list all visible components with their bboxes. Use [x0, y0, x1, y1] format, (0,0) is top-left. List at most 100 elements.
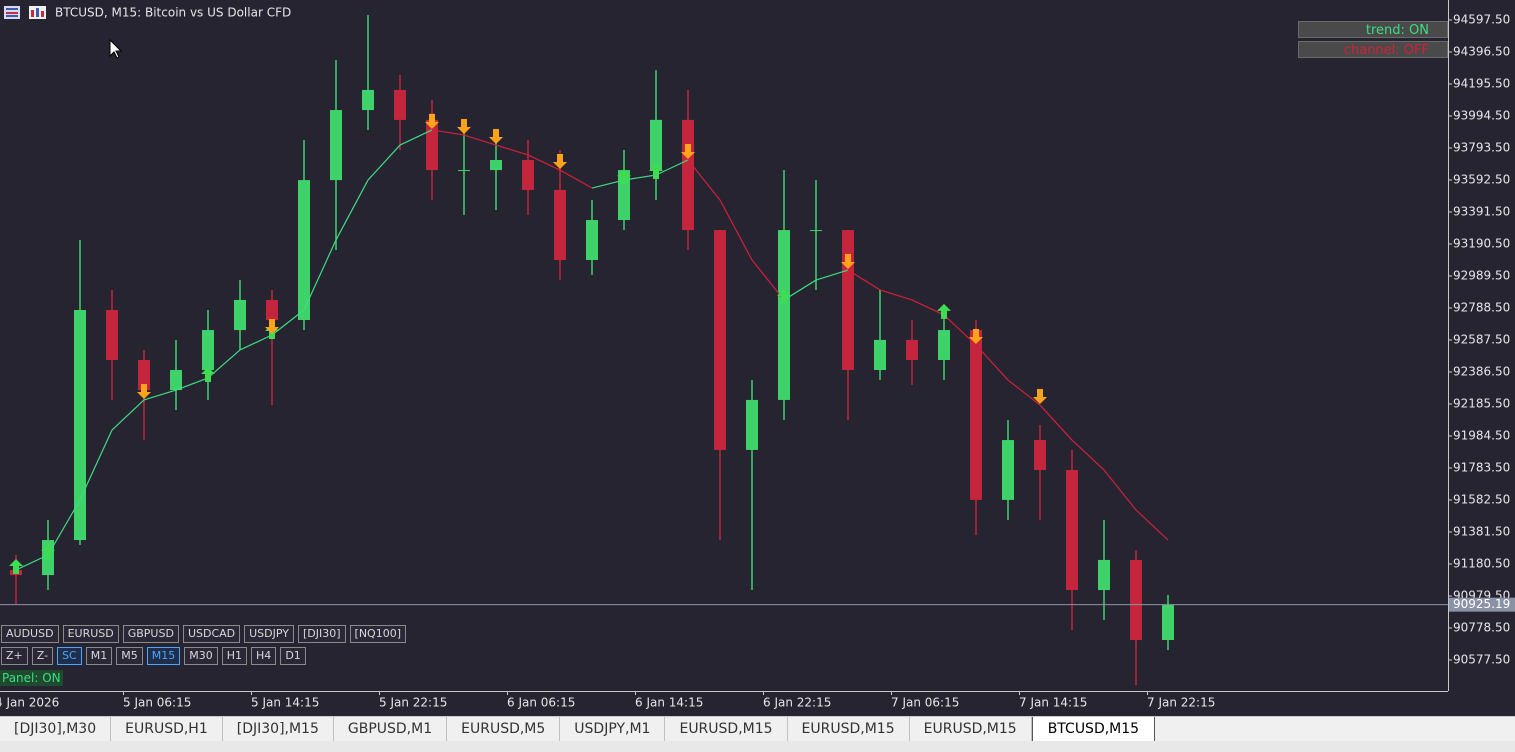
candle-body: [522, 160, 534, 190]
timeframe-button[interactable]: Z-: [31, 647, 54, 665]
timeframe-button[interactable]: SC: [57, 647, 82, 665]
ma-segment: [783, 279, 817, 301]
chart-tab[interactable]: EURUSD,M5: [447, 717, 561, 742]
candle-body: [426, 119, 438, 171]
symbol-button[interactable]: GBPUSD: [122, 625, 179, 643]
y-tick-label: 91984.50: [1453, 429, 1510, 443]
sell-arrow: [969, 329, 983, 345]
chart-tab[interactable]: EURUSD,H1: [111, 717, 223, 742]
ma-segment: [911, 299, 945, 316]
y-tick-label: 93190.50: [1453, 236, 1510, 250]
y-tick-label: 93994.50: [1453, 108, 1510, 122]
panel-toggle[interactable]: Panel: ON: [0, 670, 63, 686]
mouse-cursor: [109, 38, 123, 59]
candle-body: [586, 220, 598, 260]
ma-segment: [431, 129, 465, 136]
price-tag-bg: [1449, 597, 1515, 612]
channel-status[interactable]: channel: OFF: [1298, 41, 1448, 58]
timeframe-button[interactable]: M1: [85, 647, 113, 665]
ma-segment: [15, 554, 49, 571]
candle-body: [778, 230, 790, 400]
candle-body: [138, 359, 150, 391]
candle-body: [330, 110, 342, 181]
candle-body: [650, 119, 662, 171]
chart-tab[interactable]: USDJPY,M1: [560, 717, 666, 742]
symbol-button[interactable]: AUDUSD: [1, 625, 59, 643]
candle-body: [170, 370, 182, 391]
y-tick-label: 94597.50: [1453, 12, 1510, 26]
candle-body: [1162, 604, 1174, 641]
y-tick-label: 91381.50: [1453, 525, 1510, 539]
y-tick-label: 93793.50: [1453, 140, 1510, 154]
sell-arrow: [137, 383, 151, 399]
chart-tab[interactable]: EURUSD,M15: [665, 717, 788, 742]
ma-segment: [527, 154, 561, 171]
y-tick-label: 92587.50: [1453, 332, 1510, 346]
symbol-button[interactable]: USDJPY: [244, 625, 294, 643]
buy-arrow: [41, 544, 55, 560]
ma-segment: [655, 159, 689, 176]
indicator-panel: trend: ON channel: OFF: [1298, 21, 1448, 61]
y-tick-label: 91783.50: [1453, 461, 1510, 475]
candle-body: [1066, 469, 1078, 591]
trend-status[interactable]: trend: ON: [1298, 21, 1448, 38]
candle-body: [1034, 440, 1046, 470]
sell-arrow: [841, 254, 855, 270]
y-tick-label: 92185.50: [1453, 397, 1510, 411]
menu-icon[interactable]: [4, 6, 20, 19]
buy-arrow: [617, 169, 631, 185]
buy-arrow: [937, 303, 951, 319]
y-tick-label: 91180.50: [1453, 557, 1510, 571]
x-tick-label: 7 Jan 14:15: [1019, 696, 1087, 710]
y-tick-label: 92788.50: [1453, 300, 1510, 314]
chart-icon[interactable]: [29, 6, 46, 19]
timeframe-button[interactable]: D1: [280, 647, 306, 665]
chart-tab[interactable]: EURUSD,M15: [910, 717, 1032, 742]
chart-title: BTCUSD, M15: Bitcoin vs US Dollar CFD: [55, 6, 291, 20]
buy-arrow: [777, 288, 791, 304]
sell-arrow: [1033, 389, 1047, 405]
ma-segment: [463, 134, 497, 146]
candle-body: [202, 330, 214, 371]
chart-tab[interactable]: EURUSD,M15: [788, 717, 910, 742]
ma-segment: [623, 174, 657, 181]
x-tick-label: 4 Jan 2026: [0, 696, 59, 710]
y-tick-label: 93592.50: [1453, 172, 1510, 186]
ma-segment: [687, 159, 721, 201]
candle-body: [714, 230, 726, 450]
sell-arrow: [489, 129, 503, 145]
chart-tab[interactable]: GBPUSD,M1: [334, 717, 448, 742]
status-strip: [0, 741, 1515, 752]
symbol-button[interactable]: [NQ100]: [349, 625, 406, 643]
symbol-button[interactable]: USDCAD: [182, 625, 241, 643]
chart-tab[interactable]: BTCUSD,M15: [1031, 717, 1156, 742]
candle-body: [458, 170, 470, 172]
candle-body: [874, 339, 886, 371]
candle-body: [298, 180, 310, 321]
timeframe-button[interactable]: M5: [116, 647, 143, 665]
chart: BTCUSD, M15: Bitcoin vs US Dollar CFD 94…: [0, 0, 1515, 710]
candle-body: [1098, 559, 1110, 591]
timeframe-button[interactable]: M15: [146, 647, 181, 665]
timeframe-button[interactable]: H1: [221, 647, 248, 665]
chart-tab[interactable]: [DJI30],M15: [223, 717, 334, 742]
timeframe-button[interactable]: M30: [184, 647, 218, 665]
timeframe-button[interactable]: H4: [251, 647, 277, 665]
candle-body: [810, 230, 822, 232]
candle-body: [74, 309, 86, 541]
candle-body: [842, 230, 854, 371]
symbol-button[interactable]: [DJI30]: [297, 625, 346, 643]
timeframe-buttons: Z+ Z- SC M1 M5 M15 M30 H1 H4 D1: [1, 647, 306, 665]
symbol-button[interactable]: EURUSD: [62, 625, 119, 643]
y-tick-label: 90577.50: [1453, 653, 1510, 667]
timeframe-button[interactable]: Z+: [1, 647, 28, 665]
ma-segment: [1071, 439, 1105, 471]
candle-body: [906, 339, 918, 360]
symbol-buttons: AUDUSD EURUSD GBPUSD USDCAD USDJPY [DJI30] [NQ…: [1, 625, 406, 643]
candle-body: [938, 330, 950, 360]
ma-segment: [175, 377, 209, 391]
x-tick-label: 6 Jan 22:15: [763, 696, 831, 710]
candle-body: [106, 309, 118, 360]
chart-tab[interactable]: [DJI30],M30: [0, 717, 112, 742]
ma-segment: [591, 179, 625, 189]
